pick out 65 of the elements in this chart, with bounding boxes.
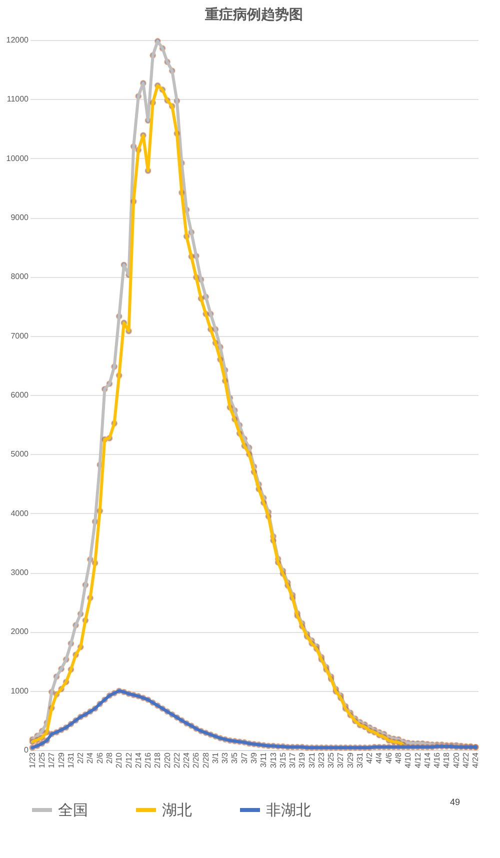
x-tick-label: 3/13: [268, 752, 278, 768]
x-tick-label: 4/20: [452, 752, 461, 768]
x-tick-label: 2/26: [192, 752, 201, 768]
x-tick-label: 4/6: [384, 752, 394, 764]
x-tick-label: 4/10: [404, 752, 413, 768]
x-tick-label: 2/28: [201, 752, 210, 768]
y-tick-label: 11000: [6, 94, 30, 104]
x-tick-label: 2/22: [172, 752, 182, 768]
x-tick-label: 3/31: [355, 752, 364, 768]
x-tick-label: 2/6: [95, 752, 104, 764]
x-tick-label: 1/27: [47, 752, 56, 768]
x-tick-label: 3/23: [316, 752, 326, 768]
x-tick-label: 4/18: [442, 752, 452, 768]
y-tick-label: 6000: [10, 390, 30, 400]
x-tick-label: 1/25: [38, 752, 47, 768]
y-tick-label: 7000: [10, 331, 30, 340]
x-tick-label: 4/4: [374, 752, 384, 764]
x-tick-label: 3/15: [278, 752, 288, 768]
chart-title: 重症病例趋势图: [204, 6, 303, 22]
x-tick-label: 3/19: [298, 752, 307, 768]
y-tick-label: 0: [24, 746, 30, 754]
x-tick-label: 2/4: [86, 752, 95, 764]
x-tick-label: 4/14: [422, 752, 432, 768]
x-tick-label: 1/31: [66, 752, 76, 768]
x-tick-label: 2/10: [114, 752, 124, 768]
x-tick-label: 4/22: [461, 752, 470, 768]
x-tick-label: 3/5: [230, 752, 240, 764]
y-tick-label: 10000: [6, 154, 30, 163]
x-tick-label: 3/25: [326, 752, 336, 768]
x-tick-label: 2/18: [153, 752, 162, 768]
x-tick-label: 3/9: [250, 752, 258, 764]
x-tick-label: 4/16: [432, 752, 442, 768]
x-tick-label: 4/2: [365, 752, 374, 764]
x-tick-label: 3/7: [240, 752, 249, 764]
x-tick-label: 2/14: [134, 752, 143, 768]
x-tick-label: 3/11: [259, 752, 268, 768]
x-tick-label: 3/1: [210, 752, 220, 764]
y-tick-label: 8000: [10, 272, 30, 282]
x-tick-label: 3/27: [336, 752, 346, 768]
y-tick-label: 12000: [6, 36, 30, 44]
x-tick-label: 4/8: [394, 752, 404, 764]
text: 49: [450, 797, 460, 807]
x-tick-label: 1/29: [56, 752, 66, 768]
y-tick-label: 3000: [10, 568, 30, 577]
x-tick-label: 3/21: [307, 752, 316, 768]
x-tick-label: 3/3: [220, 752, 230, 764]
y-tick-label: 2000: [10, 627, 30, 636]
y-tick-label: 9000: [10, 213, 30, 222]
y-tick-label: 4000: [10, 508, 30, 518]
y-tick-label: 5000: [10, 450, 30, 459]
x-tick-label: 4/24: [471, 752, 480, 768]
legend-label: 非湖北: [266, 802, 311, 819]
x-tick-label: 2/12: [124, 752, 134, 768]
legend-label: 湖北: [162, 802, 192, 819]
x-tick-label: 2/16: [144, 752, 153, 768]
x-tick-label: 3/17: [288, 752, 298, 768]
x-tick-label: 2/2: [76, 752, 86, 764]
x-tick-label: 2/8: [104, 752, 114, 764]
x-tick-label: 3/29: [346, 752, 355, 768]
x-tick-label: 2/24: [182, 752, 192, 768]
x-tick-label: 4/12: [413, 752, 422, 768]
legend-label: 全国: [58, 802, 88, 819]
y-tick-label: 1000: [10, 686, 30, 696]
x-tick-label: 2/20: [162, 752, 172, 768]
x-tick-label: 1/23: [28, 752, 37, 768]
